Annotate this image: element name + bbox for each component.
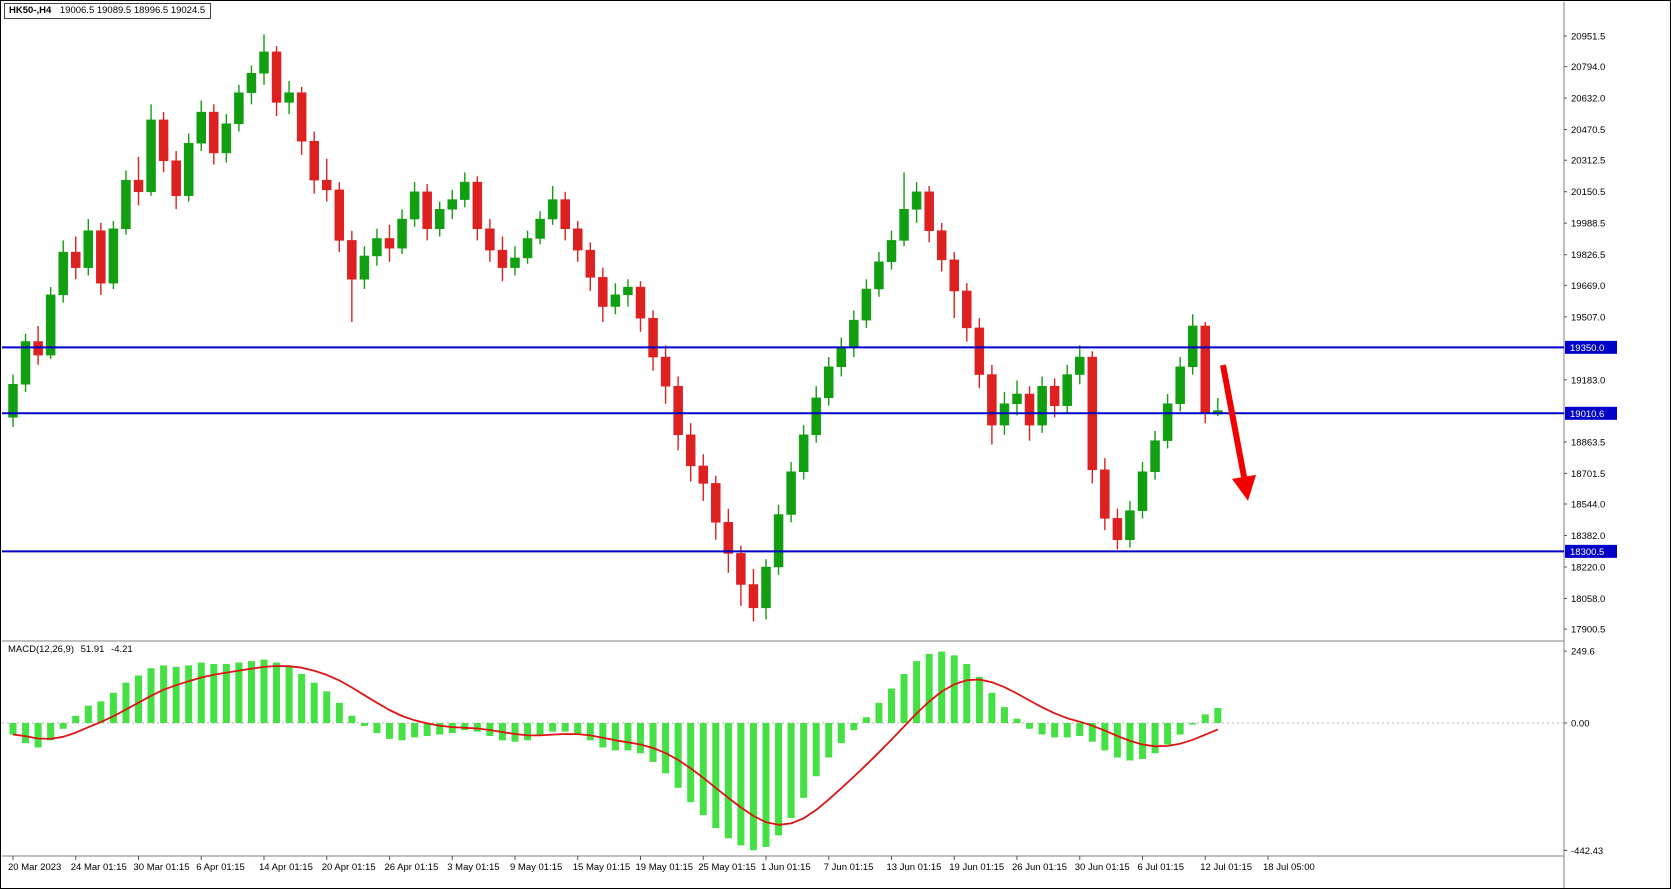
price-axis: 20951.5 20794.0 20632.0 20470.5 20312.5 20150…	[1564, 32, 1605, 636]
macd-value: 51.91	[80, 644, 105, 655]
svg-text:3 May 01:15: 3 May 01:15	[447, 862, 499, 873]
time-axis: 20 Mar 2023 24 Mar 01:15 30 Mar 01:15 6 Apr…	[8, 856, 1315, 873]
svg-text:13 Jun 01:15: 13 Jun 01:15	[887, 862, 942, 873]
panel-dividers	[2, 2, 1565, 888]
svg-text:19826.5: 19826.5	[1571, 250, 1605, 261]
prediction-arrow[interactable]	[1220, 364, 1256, 501]
macd-signal-line	[12, 665, 1219, 826]
macd-name: MACD(12,26,9)	[8, 644, 74, 655]
svg-text:24 Mar 01:15: 24 Mar 01:15	[71, 862, 127, 873]
svg-text:18300.5: 18300.5	[1570, 547, 1604, 558]
symbol-timeframe-label: HK50-,H4	[9, 5, 52, 16]
svg-text:19507.0: 19507.0	[1571, 312, 1605, 323]
svg-text:20 Mar 2023: 20 Mar 2023	[8, 862, 61, 873]
svg-text:30 Mar 01:15: 30 Mar 01:15	[134, 862, 190, 873]
candlesticks	[8, 34, 1223, 622]
svg-text:18220.0: 18220.0	[1571, 563, 1605, 574]
svg-text:25 May 01:15: 25 May 01:15	[698, 862, 756, 873]
svg-text:19 May 01:15: 19 May 01:15	[636, 862, 694, 873]
svg-text:12 Jul 01:15: 12 Jul 01:15	[1200, 862, 1252, 873]
svg-text:20794.0: 20794.0	[1571, 62, 1605, 73]
svg-text:18544.0: 18544.0	[1571, 500, 1605, 511]
price-tag-18300.5	[1565, 544, 1617, 558]
svg-text:7 Jun 01:15: 7 Jun 01:15	[824, 862, 874, 873]
svg-text:30 Jun 01:15: 30 Jun 01:15	[1075, 862, 1130, 873]
macd-signal-value: -4.21	[111, 644, 133, 655]
svg-text:20150.5: 20150.5	[1571, 187, 1605, 198]
svg-text:26 Apr 01:15: 26 Apr 01:15	[385, 862, 439, 873]
svg-text:1 Jun 01:15: 1 Jun 01:15	[761, 862, 811, 873]
svg-text:19183.0: 19183.0	[1571, 375, 1605, 386]
support-resistance-lines[interactable]: 19350.0 19010.6 18300.5	[2, 340, 1617, 558]
svg-text:18701.5: 18701.5	[1571, 469, 1605, 480]
svg-text:15 May 01:15: 15 May 01:15	[573, 862, 631, 873]
svg-text:20 Apr 01:15: 20 Apr 01:15	[322, 862, 376, 873]
macd-indicator-label: MACD(12,26,9) 51.91 -4.21	[8, 644, 137, 655]
macd-histogram	[9, 651, 1222, 851]
svg-text:19350.0: 19350.0	[1570, 343, 1604, 354]
svg-text:20470.5: 20470.5	[1571, 125, 1605, 136]
svg-text:20312.5: 20312.5	[1571, 156, 1605, 167]
svg-text:-442.43: -442.43	[1571, 846, 1603, 857]
svg-text:249.6: 249.6	[1571, 647, 1595, 658]
svg-text:20951.5: 20951.5	[1571, 32, 1605, 43]
ohlc-values: 19006.5 19089.5 18996.5 19024.5	[59, 5, 206, 16]
chart-title-box: HK50-,H4 19006.5 19089.5 18996.5 19024.5	[4, 3, 212, 19]
price-tag-19010.6	[1565, 406, 1617, 420]
svg-text:20632.0: 20632.0	[1571, 94, 1605, 105]
svg-text:19010.6: 19010.6	[1570, 409, 1604, 420]
svg-text:18 Jul 05:00: 18 Jul 05:00	[1263, 862, 1315, 873]
svg-text:6 Apr 01:15: 6 Apr 01:15	[196, 862, 245, 873]
svg-text:18058.0: 18058.0	[1571, 594, 1605, 605]
macd-axis: 249.6 0.00 -442.43	[1564, 647, 1603, 857]
svg-text:19669.0: 19669.0	[1571, 281, 1605, 292]
svg-text:0.00: 0.00	[1571, 719, 1590, 730]
svg-text:19 Jun 01:15: 19 Jun 01:15	[949, 862, 1004, 873]
svg-text:14 Apr 01:15: 14 Apr 01:15	[259, 862, 313, 873]
svg-text:9 May 01:15: 9 May 01:15	[510, 862, 562, 873]
svg-text:17900.5: 17900.5	[1571, 625, 1605, 636]
price-tag-19350.0	[1565, 340, 1617, 354]
svg-text:6 Jul 01:15: 6 Jul 01:15	[1138, 862, 1184, 873]
svg-text:18863.5: 18863.5	[1571, 437, 1605, 448]
svg-text:18382.0: 18382.0	[1571, 531, 1605, 542]
svg-text:26 Jun 01:15: 26 Jun 01:15	[1012, 862, 1067, 873]
svg-text:19988.5: 19988.5	[1571, 219, 1605, 230]
